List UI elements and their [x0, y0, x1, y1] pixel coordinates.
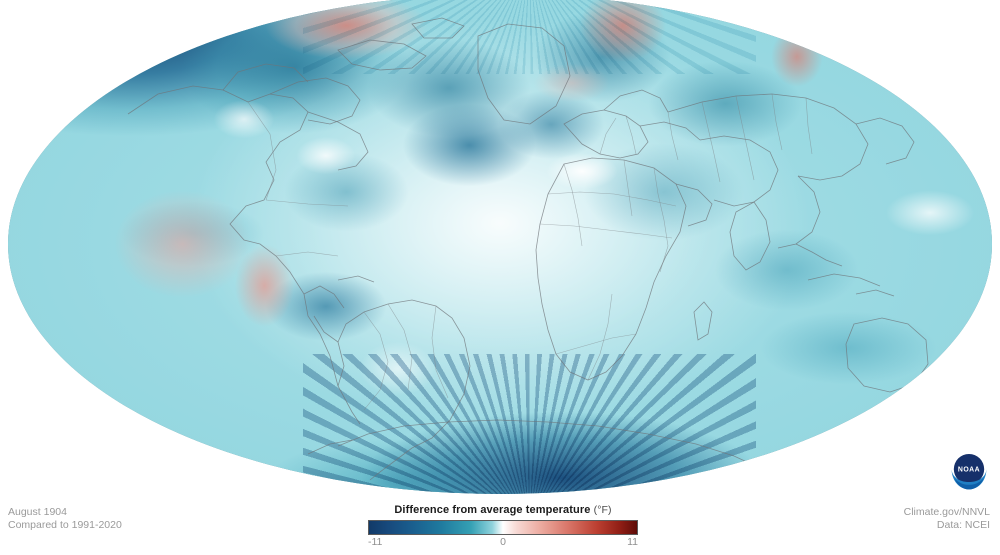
map-area: [8, 0, 992, 494]
colorbar-tick-min: -11: [368, 536, 383, 548]
baseline-label: Compared to 1991-2020: [8, 519, 122, 531]
colorbar-tick-mid: 0: [500, 536, 506, 548]
neutral-anomaly-layer: [8, 0, 992, 494]
legend-unit: (°F): [593, 504, 612, 516]
legend-title-text: Difference from average temperature: [394, 504, 591, 516]
coastline-overlay: [8, 0, 992, 494]
noaa-logo: NOAA: [946, 448, 992, 494]
colorbar-ticks: -11 0 11: [368, 536, 638, 550]
period-caption: August 1904 Compared to 1991-2020: [8, 506, 122, 532]
legend-title: Difference from average temperature (°F): [358, 504, 648, 516]
colorbar-legend: Difference from average temperature (°F)…: [358, 504, 648, 550]
globe-wrapper: [8, 0, 992, 494]
attribution: Climate.gov/NNVL Data: NCEI: [904, 506, 990, 532]
footer: August 1904 Compared to 1991-2020 Differ…: [0, 453, 1000, 555]
south-pole-convergence-streaks: [303, 354, 756, 494]
colorbar-tick-max: 11: [627, 536, 638, 548]
source-label: Climate.gov/NNVL: [903, 506, 990, 518]
world-map-mollweide: [8, 0, 992, 494]
data-label: Data: NCEI: [936, 519, 990, 531]
north-pole-convergence-streaks: [303, 0, 756, 74]
noaa-logo-text: NOAA: [958, 466, 980, 473]
colorbar-gradient: [368, 520, 638, 535]
period-label: August 1904: [8, 506, 67, 518]
